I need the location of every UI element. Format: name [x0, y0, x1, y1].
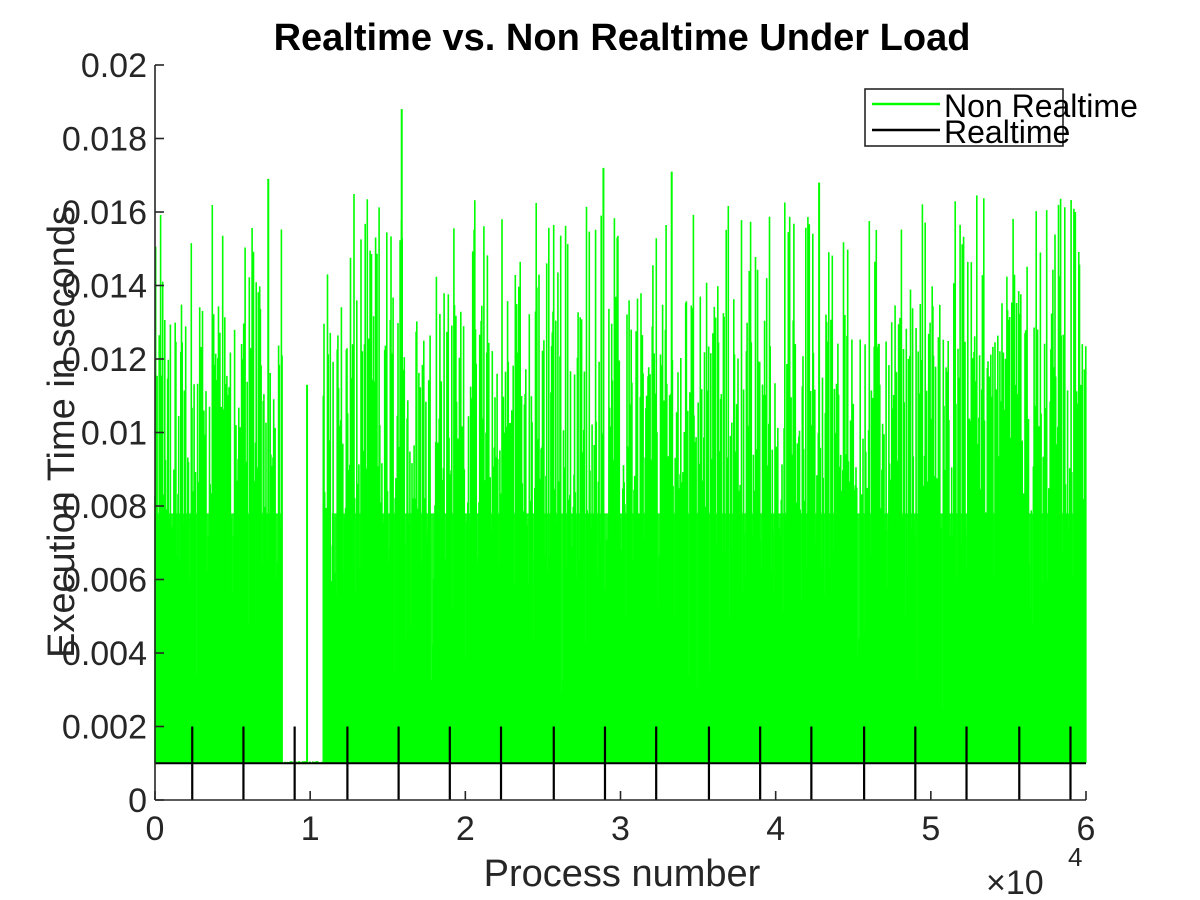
- x-tick-label-2: 2: [456, 810, 475, 848]
- legend-box: [864, 88, 1064, 147]
- x-axis-label: Process number: [484, 853, 761, 895]
- legend-label-realtime: Realtime: [944, 114, 1070, 150]
- y-axis-label: Execution Time in seconds: [41, 206, 83, 658]
- y-tick-label-3: 0.006: [62, 562, 147, 600]
- x-exponent: ×10 4: [986, 842, 1082, 900]
- legend: Non Realtime Realtime: [864, 88, 1138, 150]
- x-tick-label-6: 6: [1077, 810, 1096, 848]
- y-tick-label-7: 0.014: [62, 268, 147, 306]
- y-tick-label-0: 0: [128, 782, 147, 820]
- x-tick-label-4: 4: [766, 810, 785, 848]
- y-tick-label-10: 0.02: [81, 47, 147, 85]
- x-tick-label-1: 1: [301, 810, 320, 848]
- y-tick-label-1: 0.002: [62, 709, 147, 747]
- y-tick-label-9: 0.018: [62, 121, 147, 159]
- y-tick-label-5: 0.01: [81, 415, 147, 453]
- legend-label-non-realtime: Non Realtime: [944, 88, 1138, 124]
- chart-title: Realtime vs. Non Realtime Under Load: [274, 17, 971, 59]
- y-tick-label-4: 0.008: [62, 488, 147, 526]
- y-tick-label-8: 0.016: [62, 194, 147, 232]
- x-exponent-power: 4: [1068, 842, 1082, 872]
- x-tick-label-5: 5: [921, 810, 940, 848]
- series-layer: [154, 109, 1087, 800]
- x-tick-label-0: 0: [146, 810, 165, 848]
- x-exponent-base: ×10: [986, 864, 1044, 900]
- y-tick-label-2: 0.004: [62, 635, 147, 673]
- y-tick-label-6: 0.012: [62, 341, 147, 379]
- axes-layer: 0 1 2 3 4 5 6 0 0.002 0.004 0.006 0.008 0.01 0.012 0.0…: [62, 47, 1096, 848]
- x-tick-label-3: 3: [611, 810, 630, 848]
